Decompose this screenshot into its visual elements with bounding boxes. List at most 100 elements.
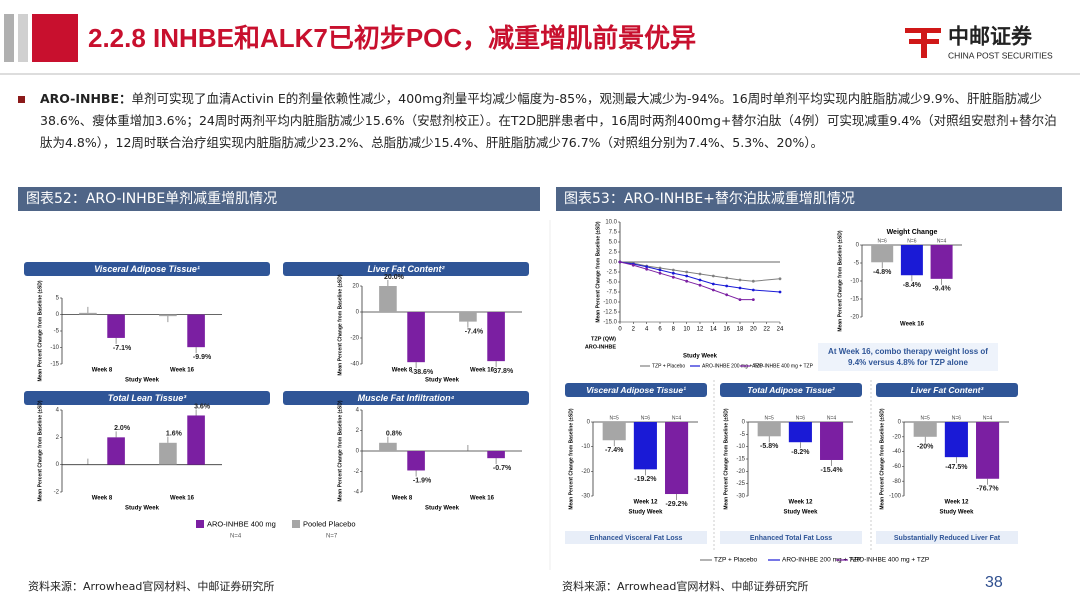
value-label: -47.5% — [945, 464, 968, 471]
logo-icon — [905, 28, 941, 58]
y-axis-label: Mean Percent Change from Baseline (±SD) — [837, 230, 843, 331]
logo-en: CHINA POST SECURITIES — [948, 50, 1053, 60]
value-label: -7.1% — [113, 345, 132, 352]
bar — [944, 422, 968, 458]
chart-banner — [24, 262, 270, 276]
value-label: -4.8% — [873, 269, 892, 276]
point — [698, 283, 702, 287]
y-tick-label: -30 — [581, 494, 590, 500]
y-tick-label: 0 — [856, 243, 860, 249]
n-label: N=6 — [952, 415, 962, 421]
point — [618, 260, 622, 264]
chart-title: Total Lean Tissue³ — [108, 393, 188, 403]
deco — [4, 14, 14, 62]
point — [645, 264, 649, 268]
x-tick-label: 22 — [763, 327, 770, 333]
point — [738, 286, 742, 290]
legend-label: ARO-INHBE 200 mg + TZP — [702, 363, 764, 369]
x-tick-label: 4 — [645, 327, 649, 333]
bar — [379, 286, 397, 312]
x-axis-label: Study Week — [683, 354, 718, 360]
x-tick-label: Week 8 — [92, 368, 113, 374]
legend-label: ARO-INHBE 400 mg + TZP — [850, 557, 929, 564]
value-label: -20% — [917, 444, 934, 451]
value-label: 1.6% — [166, 431, 183, 438]
y-tick-label: 0 — [587, 420, 591, 426]
bullet-lead: ARO-INHBE： — [40, 91, 132, 106]
value-label: 20.0% — [384, 274, 405, 281]
value-label: -0.7% — [493, 465, 512, 472]
chart-title: Liver Fat Content³ — [911, 385, 985, 395]
row-label: TZP (QW) — [591, 336, 616, 342]
bar — [788, 422, 812, 443]
y-tick-label: -10 — [736, 444, 745, 450]
series-line — [619, 261, 781, 293]
chart-banner — [720, 383, 862, 397]
point — [658, 271, 662, 275]
y-tick-label: -15.0 — [603, 320, 617, 326]
point — [711, 274, 715, 278]
point — [631, 263, 635, 267]
series-line — [619, 261, 781, 282]
bar — [665, 422, 689, 495]
x-tick-label: 14 — [710, 327, 717, 333]
caption: 图表53：ARO-INHBE+替尔泊肽减重增肌情况 — [556, 187, 1062, 211]
y-axis-label: Mean Percent Change from Baseline (±SD) — [595, 221, 601, 322]
caption: 图表52：ARO-INHBE单剂减重增肌情况 — [18, 187, 540, 211]
legend-label: TZP + Placebo — [652, 363, 685, 369]
y-tick-label: 4 — [56, 408, 60, 414]
y-axis-label: Mean Percent Change from Baseline (±SD) — [37, 280, 43, 381]
y-tick-label: 0 — [356, 310, 360, 316]
footer-box — [565, 531, 707, 544]
chart-title: Visceral Adipose Tissue¹ — [94, 264, 200, 274]
legend-label: ARO-INHBE 400 mg — [207, 519, 276, 528]
value-label: -5.8% — [760, 443, 779, 450]
chart-banner — [565, 383, 707, 397]
x-axis-label: Study Week — [784, 510, 819, 516]
x-tick-label: Week 16 — [170, 368, 195, 374]
y-tick-label: -5.0 — [607, 280, 618, 286]
n-label: N=6 — [641, 415, 651, 421]
bar — [407, 451, 425, 471]
bar — [871, 245, 894, 263]
y-tick-label: -20 — [581, 469, 590, 475]
point — [751, 298, 755, 301]
y-tick-label: 0.0 — [609, 260, 618, 266]
x-axis-label: Study Week — [125, 378, 160, 384]
footer-box — [720, 531, 862, 544]
source: 资料来源：Arrowhead官网材料、中邮证券研究所 — [562, 580, 809, 593]
chart-title: Liver Fat Content² — [367, 264, 445, 274]
point — [671, 268, 675, 272]
bar — [930, 245, 953, 279]
x-tick-label: Week 16 — [170, 496, 195, 502]
y-tick-label: -15 — [50, 362, 59, 368]
value-label: -19.2% — [634, 476, 657, 483]
series-line — [619, 261, 754, 301]
y-tick-label: 20 — [352, 284, 359, 290]
x-tick-label: 6 — [658, 327, 662, 333]
y-tick-label: -10 — [850, 279, 859, 285]
y-axis-label: Mean Percent Change from Baseline (±SD) — [568, 408, 574, 509]
y-tick-label: -10 — [581, 444, 590, 450]
chart-banner — [24, 391, 270, 405]
n-label: N=4 — [983, 415, 993, 421]
point — [618, 260, 622, 264]
x-axis-label: Study Week — [629, 510, 664, 516]
source: 资料来源：Arrowhead官网材料、中邮证券研究所 — [28, 580, 275, 593]
y-tick-label: 0 — [56, 462, 60, 468]
footer-box — [876, 531, 1018, 544]
value-label: 2.0% — [114, 425, 131, 432]
point — [751, 288, 755, 292]
n-label: N=6 — [796, 415, 806, 421]
point — [685, 270, 689, 274]
y-tick-label: -30 — [736, 494, 745, 500]
point — [645, 265, 649, 269]
legend-label: Pooled Placebo — [303, 519, 356, 528]
bullet-text: ARO-INHBE：单剂可实现了血清Activin E的剂量依赖性减少，400m… — [40, 88, 1065, 154]
deco — [32, 14, 78, 62]
y-tick-label: -10.0 — [603, 300, 617, 306]
x-tick-label: Week 12 — [634, 500, 659, 506]
value-label: 3.6% — [194, 403, 211, 410]
point — [658, 268, 662, 272]
